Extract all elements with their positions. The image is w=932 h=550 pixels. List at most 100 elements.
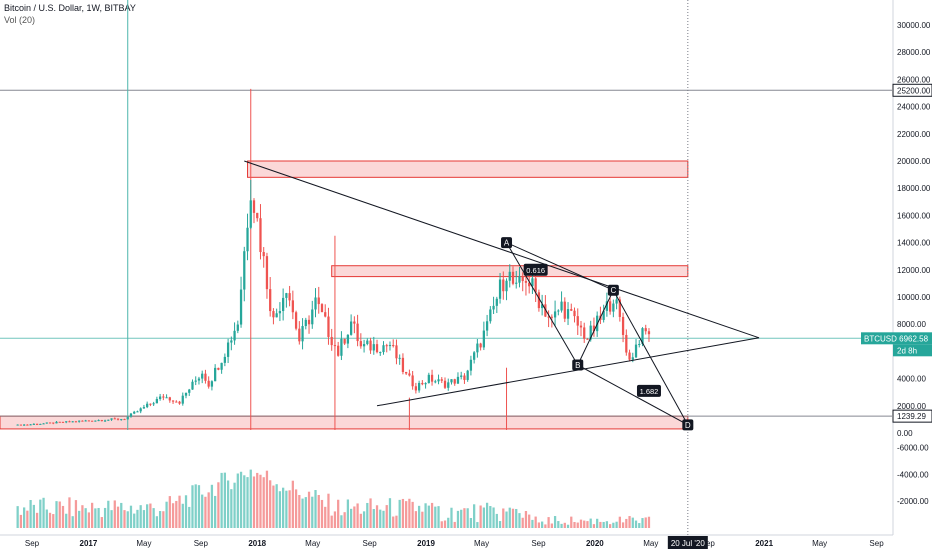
volume-bar xyxy=(233,482,236,528)
volume-bar xyxy=(110,510,113,528)
volume-bar xyxy=(116,506,120,528)
volume-bar xyxy=(256,472,259,528)
volume-bar xyxy=(515,508,518,528)
volume-bar xyxy=(537,522,541,528)
volume-bar xyxy=(217,482,220,528)
volume-bar xyxy=(146,504,149,528)
volume-bar xyxy=(58,501,61,528)
time-axis-tick-label: 2017 xyxy=(80,539,98,548)
volume-bar xyxy=(518,513,521,528)
candle-body xyxy=(392,345,395,347)
candle-body xyxy=(142,407,146,409)
candle-body xyxy=(314,297,317,310)
volume-bar xyxy=(243,475,246,528)
candle-body xyxy=(252,200,256,213)
candle-body xyxy=(430,374,434,382)
candle-body xyxy=(298,328,301,342)
candle-body xyxy=(188,389,191,393)
candle-body xyxy=(589,325,592,340)
price-axis-tick-label: 24000.00 xyxy=(897,103,931,112)
volume-bar xyxy=(337,499,340,528)
price-level-badge xyxy=(892,409,932,423)
volume-bar xyxy=(262,477,265,528)
pattern-leg xyxy=(577,364,689,426)
candle-body xyxy=(343,338,346,344)
time-axis-tick-label: May xyxy=(643,539,658,548)
candle-body xyxy=(81,420,84,422)
candle-body xyxy=(201,373,204,379)
candle-body xyxy=(450,379,453,383)
time-axis-tick-label: May xyxy=(136,539,151,548)
candle-body xyxy=(181,395,184,404)
volume-bar xyxy=(120,502,123,528)
volume-bar xyxy=(327,493,330,528)
volume-bar xyxy=(294,489,298,528)
volume-bar xyxy=(362,511,366,528)
volume-bar xyxy=(142,510,146,528)
candle-body xyxy=(618,299,621,317)
current-price-label: BTCUSD 6962.58 xyxy=(864,334,929,343)
volume-bar xyxy=(304,497,307,528)
candle-body xyxy=(437,379,440,382)
volume-bar xyxy=(550,523,553,528)
candle-body xyxy=(52,422,55,424)
volume-bar xyxy=(430,502,434,528)
price-axis-tick-label: 2000.00 xyxy=(897,402,926,411)
volume-bar xyxy=(563,522,566,528)
candle-body xyxy=(214,367,217,382)
volume-bar xyxy=(534,516,537,528)
candle-body xyxy=(320,304,324,313)
volume-bar xyxy=(612,522,615,528)
candle-body xyxy=(269,289,272,312)
volume-bar xyxy=(162,511,165,528)
volume-bar xyxy=(249,469,252,528)
pattern-ratio-label: 1.682 xyxy=(640,387,659,396)
volume-indicator-label[interactable]: Vol (20) xyxy=(4,15,36,25)
countdown-label: 2d 8h xyxy=(897,346,917,355)
volume-bar xyxy=(97,507,100,528)
volume-bar xyxy=(346,499,350,528)
candle-body xyxy=(379,352,382,354)
volume-bar xyxy=(560,523,563,528)
trendline xyxy=(244,160,760,339)
candle-body xyxy=(518,276,521,283)
volume-bar xyxy=(356,503,359,528)
volume-bar xyxy=(52,514,55,528)
candle-body xyxy=(434,381,437,383)
volume-bar xyxy=(285,490,288,528)
volume-bar xyxy=(579,519,583,528)
volume-bar xyxy=(553,516,557,528)
candle-body xyxy=(531,278,534,287)
volume-bar xyxy=(136,509,139,528)
candle-body xyxy=(489,309,492,322)
volume-bar xyxy=(586,521,589,528)
pattern-point-label: C xyxy=(610,286,616,295)
volume-bar xyxy=(621,522,625,528)
price-axis-tick-label: 12000.00 xyxy=(897,266,931,275)
candle-body xyxy=(204,373,207,381)
candle-body xyxy=(249,200,252,228)
volume-axis-tick-label: -2000.00 xyxy=(897,497,929,506)
pattern-leg xyxy=(612,289,689,426)
candle-body xyxy=(282,297,285,312)
candle-body xyxy=(207,380,210,387)
candle-body xyxy=(288,293,291,301)
volume-bar xyxy=(392,516,395,528)
volume-bar xyxy=(505,511,508,528)
pattern-leg xyxy=(506,242,579,366)
volume-bar xyxy=(16,506,19,528)
volume-bar xyxy=(615,521,618,528)
volume-bar xyxy=(482,507,485,528)
volume-bar xyxy=(359,513,362,528)
candle-body xyxy=(42,423,45,425)
volume-bar xyxy=(42,497,45,528)
volume-bar xyxy=(204,496,207,528)
candle-body xyxy=(602,310,605,320)
volume-bar xyxy=(107,500,110,528)
candle-body xyxy=(382,345,385,353)
candle-body xyxy=(259,218,262,253)
volume-bar xyxy=(385,505,388,528)
price-axis-tick-label: 30000.00 xyxy=(897,21,931,30)
price-axis-tick-label: 4000.00 xyxy=(897,375,926,384)
